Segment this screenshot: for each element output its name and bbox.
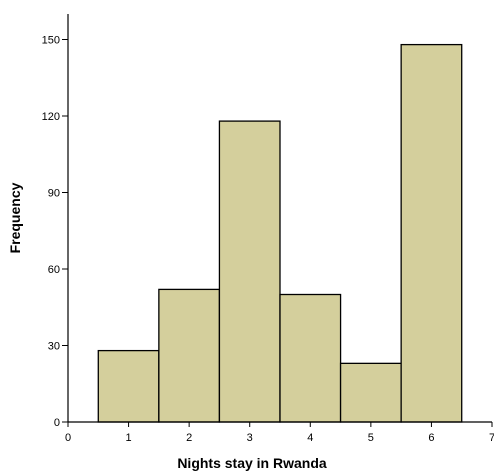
x-axis-label: Nights stay in Rwanda [177, 455, 327, 471]
bar-1 [97, 349, 160, 423]
x-tick-label: 1 [126, 432, 132, 444]
bar-5 [339, 362, 402, 423]
y-axis-label: Frequency [7, 182, 23, 253]
y-axis-ticks: 0 30 60 90 120 150 [42, 35, 68, 429]
x-tick-label: 3 [247, 432, 253, 444]
x-tick-label: 5 [368, 432, 374, 444]
y-tick-label: 120 [42, 111, 60, 123]
x-tick-label: 0 [65, 432, 71, 444]
bar-3 [218, 120, 281, 423]
x-tick-label: 6 [428, 432, 434, 444]
x-tick-label: 4 [307, 432, 313, 444]
bar-2 [158, 288, 221, 423]
bars-group [97, 43, 463, 423]
y-tick-label: 60 [48, 264, 60, 276]
x-tick-label: 7 [489, 432, 494, 444]
y-tick-label: 0 [54, 417, 60, 429]
y-tick-label: 90 [48, 188, 60, 200]
bar-4 [279, 293, 342, 423]
y-tick-label: 30 [48, 341, 60, 353]
bar-6 [400, 43, 463, 423]
x-tick-label: 2 [186, 432, 192, 444]
y-tick-label: 150 [42, 35, 60, 47]
x-axis-ticks: 0 1 2 3 4 5 6 7 [65, 422, 494, 444]
